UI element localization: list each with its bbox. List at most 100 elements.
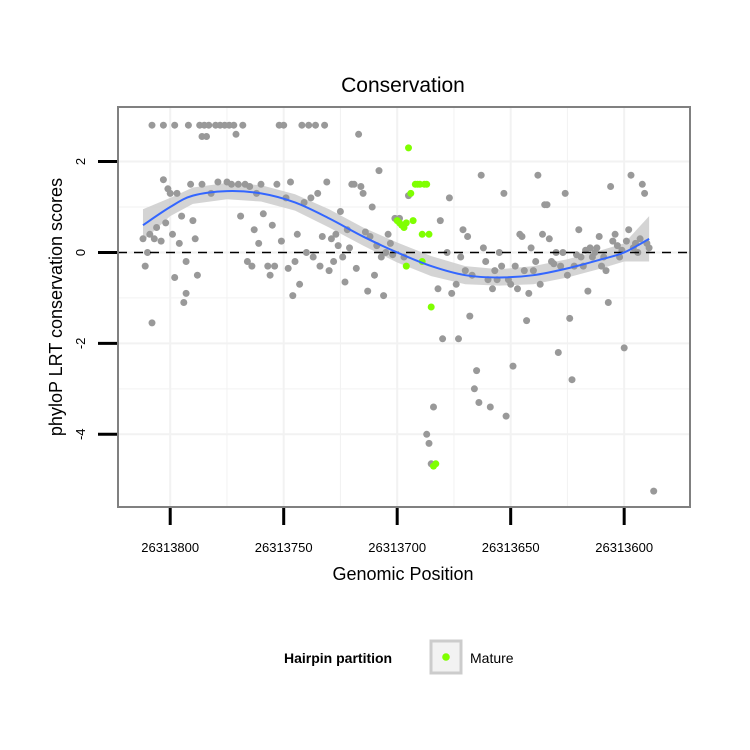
data-point (382, 249, 390, 256)
data-point (502, 412, 510, 420)
x-tick-label: 26313650 (482, 540, 540, 555)
data-point (525, 289, 533, 297)
data-point (287, 178, 294, 186)
data-point (482, 258, 490, 265)
plot-panel-background (118, 107, 690, 507)
data-point (159, 121, 167, 129)
data-point (346, 244, 353, 252)
data-point (445, 194, 453, 202)
data-point (341, 278, 349, 286)
data-point (448, 289, 456, 297)
data-point (205, 121, 213, 129)
data-point (641, 189, 649, 197)
data-point (171, 274, 179, 281)
data-point (332, 230, 340, 238)
data-point (457, 253, 465, 261)
data-point (486, 403, 494, 411)
data-point (293, 230, 301, 238)
confidence-ribbon (142, 182, 650, 286)
data-point (443, 249, 451, 256)
data-point (273, 180, 281, 188)
data-point (259, 210, 267, 218)
data-point (352, 264, 360, 272)
data-point (266, 271, 274, 279)
data-point (314, 189, 322, 197)
data-point (214, 178, 222, 186)
data-point (595, 233, 603, 240)
data-point (529, 267, 537, 275)
data-point (291, 258, 299, 265)
data-point (461, 267, 469, 275)
data-point (250, 226, 258, 234)
plot-panel-border (117, 106, 691, 508)
data-point (598, 262, 605, 270)
data-point (473, 367, 481, 375)
data-point (300, 199, 308, 206)
data-point (180, 299, 188, 306)
data-point (171, 121, 179, 129)
data-point (277, 237, 285, 245)
data-point (255, 239, 263, 247)
data-point (554, 349, 562, 356)
data-point (364, 287, 372, 295)
data-point (532, 258, 540, 265)
data-point (425, 439, 433, 447)
data-point (248, 262, 256, 270)
data-point (479, 244, 487, 252)
y-axis: -4 -2 0 2 (73, 158, 117, 440)
data-point (607, 183, 615, 190)
data-point (307, 194, 315, 202)
data-point (584, 287, 592, 295)
data-point (577, 253, 585, 261)
legend: Hairpin partition Mature (284, 639, 514, 675)
legend-title: Hairpin partition (284, 650, 392, 666)
data-point (234, 180, 242, 188)
data-point (368, 203, 376, 211)
data-point (557, 262, 565, 270)
smooth-line-layer (142, 190, 650, 279)
chart-title: Conservation (341, 74, 465, 97)
data-point (144, 249, 151, 256)
data-point (178, 212, 186, 220)
data-point (243, 258, 251, 265)
data-point (620, 344, 628, 352)
data-point (602, 267, 610, 275)
data-point (230, 121, 238, 129)
data-point (566, 314, 574, 322)
data-point (375, 167, 383, 175)
data-point (257, 180, 265, 188)
data-point (187, 180, 195, 188)
data-point (622, 237, 630, 245)
data-point (459, 226, 467, 234)
mature-point (402, 262, 410, 270)
data-point (386, 239, 394, 247)
data-point (232, 130, 240, 138)
data-point (430, 403, 437, 411)
data-point (305, 121, 313, 129)
x-tick-label: 26313600 (595, 540, 653, 555)
data-point (318, 233, 326, 240)
data-point (625, 226, 633, 234)
data-point (527, 244, 535, 252)
data-point (545, 235, 553, 243)
data-point (264, 262, 272, 270)
data-point (284, 264, 292, 272)
data-point (477, 171, 485, 179)
y-tick-label: -2 (73, 338, 88, 350)
data-point (466, 312, 474, 320)
data-point (536, 280, 544, 288)
data-point (559, 249, 567, 256)
data-point (520, 267, 528, 275)
data-point (268, 221, 276, 229)
mature-point (425, 230, 433, 238)
data-point (613, 242, 621, 250)
data-point (439, 335, 447, 343)
data-point (203, 133, 210, 140)
data-point (423, 430, 431, 438)
y-axis-title: phyloP LRT conservation scores (46, 178, 66, 436)
legend-label-mature: Mature (470, 650, 514, 666)
data-point (316, 262, 324, 270)
mature-point (409, 217, 417, 225)
data-point (271, 262, 279, 270)
